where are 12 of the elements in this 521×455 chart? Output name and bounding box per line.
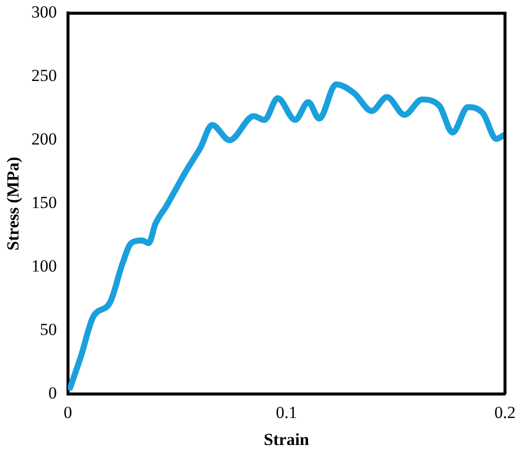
y-tick-label: 50 xyxy=(40,320,57,340)
x-tick-label: 0.1 xyxy=(276,402,298,422)
y-tick-label: 200 xyxy=(31,130,57,149)
y-tick-label: 150 xyxy=(31,193,57,212)
x-axis-title: Strain xyxy=(264,430,310,450)
y-tick-label: 100 xyxy=(31,256,57,276)
x-tick-label: 0 xyxy=(64,402,72,422)
y-tick-label: 300 xyxy=(31,2,57,22)
y-tick-label: 0 xyxy=(48,384,57,403)
x-tick-label: 0.2 xyxy=(494,402,516,422)
y-tick-label: 250 xyxy=(31,66,57,86)
y-axis-title: Stress (MPa) xyxy=(4,156,23,251)
